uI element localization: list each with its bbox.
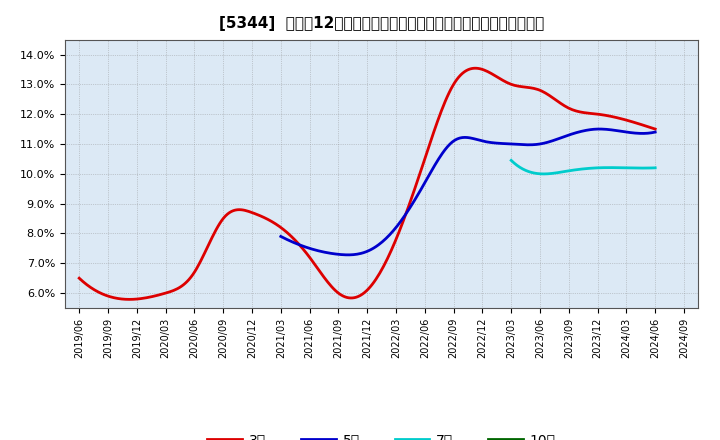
3年	[651, 126, 660, 132]
5年	[500, 141, 508, 146]
3年	[600, 113, 609, 118]
3年	[418, 165, 426, 170]
5年	[651, 129, 660, 135]
5年	[507, 141, 516, 147]
7年	[507, 158, 516, 163]
7年	[508, 158, 516, 164]
7年	[593, 165, 602, 170]
Legend: 3年, 5年, 7年, 10年: 3年, 5年, 7年, 10年	[202, 428, 562, 440]
5年	[593, 126, 602, 132]
3年	[77, 277, 86, 282]
5年	[500, 141, 509, 146]
7年	[593, 165, 601, 171]
Line: 5年: 5年	[281, 129, 655, 255]
3年	[125, 297, 134, 302]
5年	[618, 129, 627, 134]
Line: 7年: 7年	[511, 161, 655, 174]
5年	[595, 126, 604, 132]
7年	[629, 165, 637, 171]
5年	[278, 235, 287, 240]
7年	[638, 165, 647, 171]
5年	[344, 252, 353, 257]
7年	[595, 165, 604, 170]
3年	[429, 130, 438, 135]
3年	[420, 158, 428, 164]
Title: [5344]  売上高12か月移動合計の対前年同期増減率の標準偏差の推移: [5344] 売上高12か月移動合計の対前年同期増減率の標準偏差の推移	[219, 16, 544, 32]
Line: 3年: 3年	[79, 68, 655, 299]
3年	[564, 106, 573, 111]
7年	[651, 165, 660, 170]
3年	[75, 275, 84, 281]
3年	[472, 66, 480, 71]
5年	[276, 234, 285, 239]
7年	[539, 171, 548, 176]
